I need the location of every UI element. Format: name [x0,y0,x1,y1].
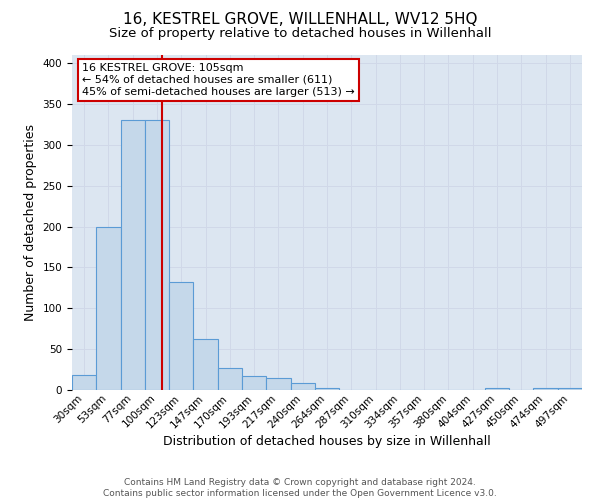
Bar [533,388,558,390]
Text: 16, KESTREL GROVE, WILLENHALL, WV12 5HQ: 16, KESTREL GROVE, WILLENHALL, WV12 5HQ [123,12,477,28]
Bar [218,368,242,390]
Bar [193,340,218,390]
Bar [72,376,96,390]
Bar [266,378,290,390]
Text: Size of property relative to detached houses in Willenhall: Size of property relative to detached ho… [109,28,491,40]
Bar [290,384,315,390]
Bar [558,388,582,390]
Bar [242,376,266,390]
Text: 16 KESTREL GROVE: 105sqm
← 54% of detached houses are smaller (611)
45% of semi-: 16 KESTREL GROVE: 105sqm ← 54% of detach… [82,64,355,96]
Bar [485,388,509,390]
Bar [96,226,121,390]
Bar [145,120,169,390]
Bar [169,282,193,390]
Text: Contains HM Land Registry data © Crown copyright and database right 2024.
Contai: Contains HM Land Registry data © Crown c… [103,478,497,498]
X-axis label: Distribution of detached houses by size in Willenhall: Distribution of detached houses by size … [163,435,491,448]
Bar [121,120,145,390]
Y-axis label: Number of detached properties: Number of detached properties [24,124,37,321]
Bar [315,388,339,390]
